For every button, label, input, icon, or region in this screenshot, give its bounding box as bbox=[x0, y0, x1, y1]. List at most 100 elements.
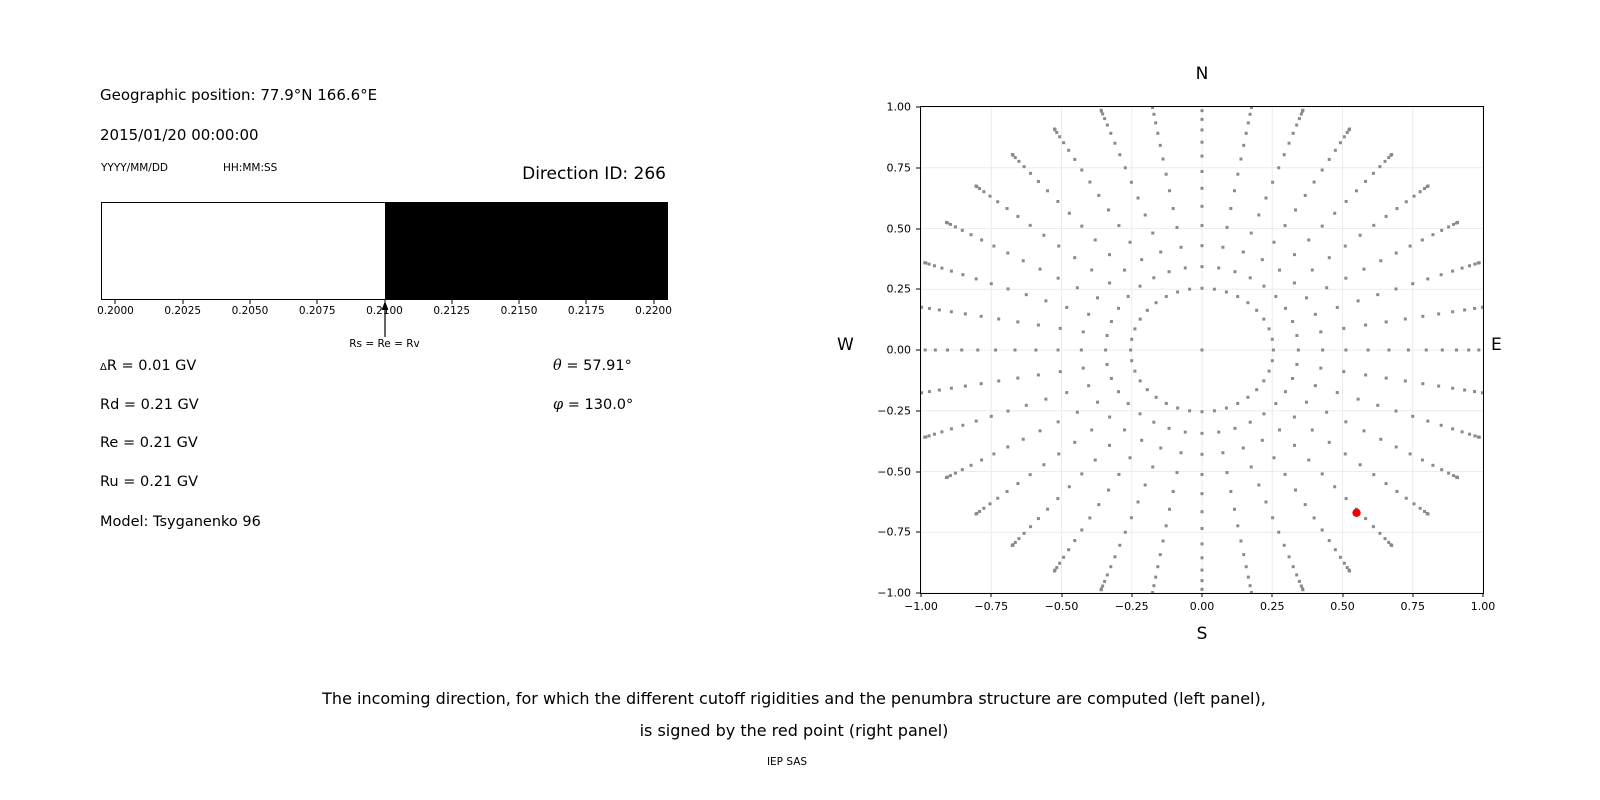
spoke-dot bbox=[944, 220, 948, 224]
spoke-dot bbox=[1379, 259, 1383, 263]
x-tick bbox=[1201, 593, 1203, 597]
spoke-dot bbox=[1021, 259, 1025, 263]
spoke-dot bbox=[1287, 555, 1291, 559]
spoke-dot bbox=[1394, 287, 1398, 291]
spoke-dot bbox=[974, 184, 978, 188]
spoke-dot bbox=[1056, 420, 1060, 424]
spoke-dot bbox=[1426, 419, 1430, 423]
spoke-dot bbox=[1406, 348, 1410, 352]
spoke-dot bbox=[1081, 366, 1085, 370]
spoke-dot bbox=[1087, 312, 1091, 316]
spoke-dot bbox=[1297, 117, 1301, 121]
spoke-dot bbox=[1236, 524, 1240, 528]
spoke-dot bbox=[1021, 437, 1025, 441]
spoke-dot bbox=[1473, 262, 1477, 266]
spoke-dot bbox=[1272, 240, 1276, 244]
spoke-dot bbox=[1016, 214, 1020, 218]
spoke-dot bbox=[1456, 476, 1460, 480]
spoke-dot bbox=[1431, 463, 1435, 467]
spoke-dot bbox=[1364, 323, 1368, 327]
spoke-dot bbox=[996, 496, 1000, 500]
delta-symbol: Δ bbox=[100, 362, 107, 373]
spoke-dot bbox=[1451, 427, 1455, 431]
spoke-dot bbox=[1376, 293, 1380, 297]
spoke-dot bbox=[1327, 440, 1331, 444]
spoke-dot bbox=[1291, 377, 1295, 381]
spoke-dot bbox=[1372, 223, 1376, 227]
spoke-dot bbox=[937, 388, 941, 392]
spoke-dot bbox=[1052, 569, 1056, 573]
theta-text: θ = 57.91° bbox=[553, 358, 632, 375]
direction-scatter-plot: N S W E −1.00 −0.75 −0.50 −0.25 0.00 0.25 0.50… bbox=[837, 66, 1502, 643]
spoke-dot bbox=[1221, 245, 1225, 249]
spoke-dot bbox=[1200, 527, 1204, 531]
spoke-dot bbox=[1224, 290, 1228, 294]
spoke-dot bbox=[1283, 472, 1287, 476]
spoke-dot bbox=[978, 187, 982, 191]
spoke-dot bbox=[1156, 565, 1160, 569]
spoke-dot bbox=[937, 308, 941, 312]
spoke-dot bbox=[1029, 171, 1033, 175]
spoke-dot bbox=[1200, 452, 1204, 456]
spoke-dot bbox=[980, 238, 984, 242]
spoke-dot bbox=[1109, 319, 1113, 323]
spoke-dot bbox=[1463, 388, 1467, 392]
spoke-dot bbox=[1233, 270, 1237, 274]
spoke-dot bbox=[989, 414, 993, 418]
spoke-dot bbox=[1246, 121, 1250, 125]
bar-tick bbox=[182, 300, 184, 304]
caption-line-1: The incoming direction, for which the di… bbox=[322, 689, 1266, 708]
param-row-rd: Rd = 0.21 GV bbox=[100, 397, 199, 414]
spoke-dot bbox=[1249, 465, 1253, 469]
spoke-dot bbox=[1246, 575, 1250, 579]
spoke-dot bbox=[1327, 157, 1331, 161]
spoke-dot bbox=[1158, 143, 1162, 147]
spoke-dot bbox=[1156, 131, 1160, 135]
spoke-dot bbox=[1151, 107, 1155, 110]
spoke-dot bbox=[988, 502, 992, 506]
spoke-dot bbox=[978, 509, 982, 513]
spoke-dot bbox=[1161, 157, 1165, 161]
spoke-dot bbox=[1342, 135, 1346, 139]
spoke-dot bbox=[1345, 566, 1349, 570]
spoke-dot bbox=[1109, 377, 1113, 381]
spoke-dot bbox=[1412, 502, 1416, 506]
spoke-dot bbox=[1062, 555, 1066, 559]
spoke-dot bbox=[1129, 180, 1133, 184]
spoke-dot bbox=[1075, 410, 1079, 414]
spoke-dot bbox=[963, 312, 967, 316]
spoke-dot bbox=[1246, 395, 1250, 399]
spoke-dot bbox=[1451, 310, 1455, 314]
spoke-dot bbox=[1013, 540, 1017, 544]
y-tick-label: 0.75 bbox=[886, 161, 912, 175]
spoke-dot bbox=[1024, 293, 1028, 297]
spoke-dot bbox=[1264, 500, 1268, 504]
spoke-dot bbox=[1017, 537, 1021, 541]
spoke-dot bbox=[979, 382, 983, 386]
spoke-dot bbox=[1122, 268, 1126, 272]
spoke-dot bbox=[1255, 308, 1259, 312]
spoke-dot bbox=[1295, 573, 1299, 577]
penumbra-segment-forbidden bbox=[384, 203, 667, 299]
spoke-dot bbox=[1133, 327, 1137, 331]
spoke-dot bbox=[1117, 472, 1121, 476]
spoke-dot bbox=[1096, 296, 1100, 300]
spoke-dot bbox=[1404, 200, 1408, 204]
spoke-dot bbox=[1183, 266, 1187, 270]
spoke-dot bbox=[1383, 537, 1387, 541]
spoke-dot bbox=[1325, 286, 1329, 290]
spoke-dot bbox=[1383, 159, 1387, 163]
spoke-dot bbox=[1344, 348, 1348, 352]
spoke-dot bbox=[927, 262, 931, 266]
spoke-dot bbox=[1264, 196, 1268, 200]
spoke-dot bbox=[1338, 141, 1342, 145]
spoke-dot bbox=[1123, 166, 1127, 170]
spoke-dot bbox=[1232, 507, 1236, 511]
spoke-dot bbox=[1099, 588, 1103, 592]
spoke-dot bbox=[1384, 320, 1388, 324]
y-tick-label: −1.00 bbox=[877, 586, 911, 600]
spoke-dot bbox=[1052, 127, 1056, 131]
model-text: Model: Tsyganenko 96 bbox=[100, 514, 261, 530]
y-tick bbox=[916, 228, 920, 229]
spoke-dot bbox=[1010, 543, 1014, 547]
